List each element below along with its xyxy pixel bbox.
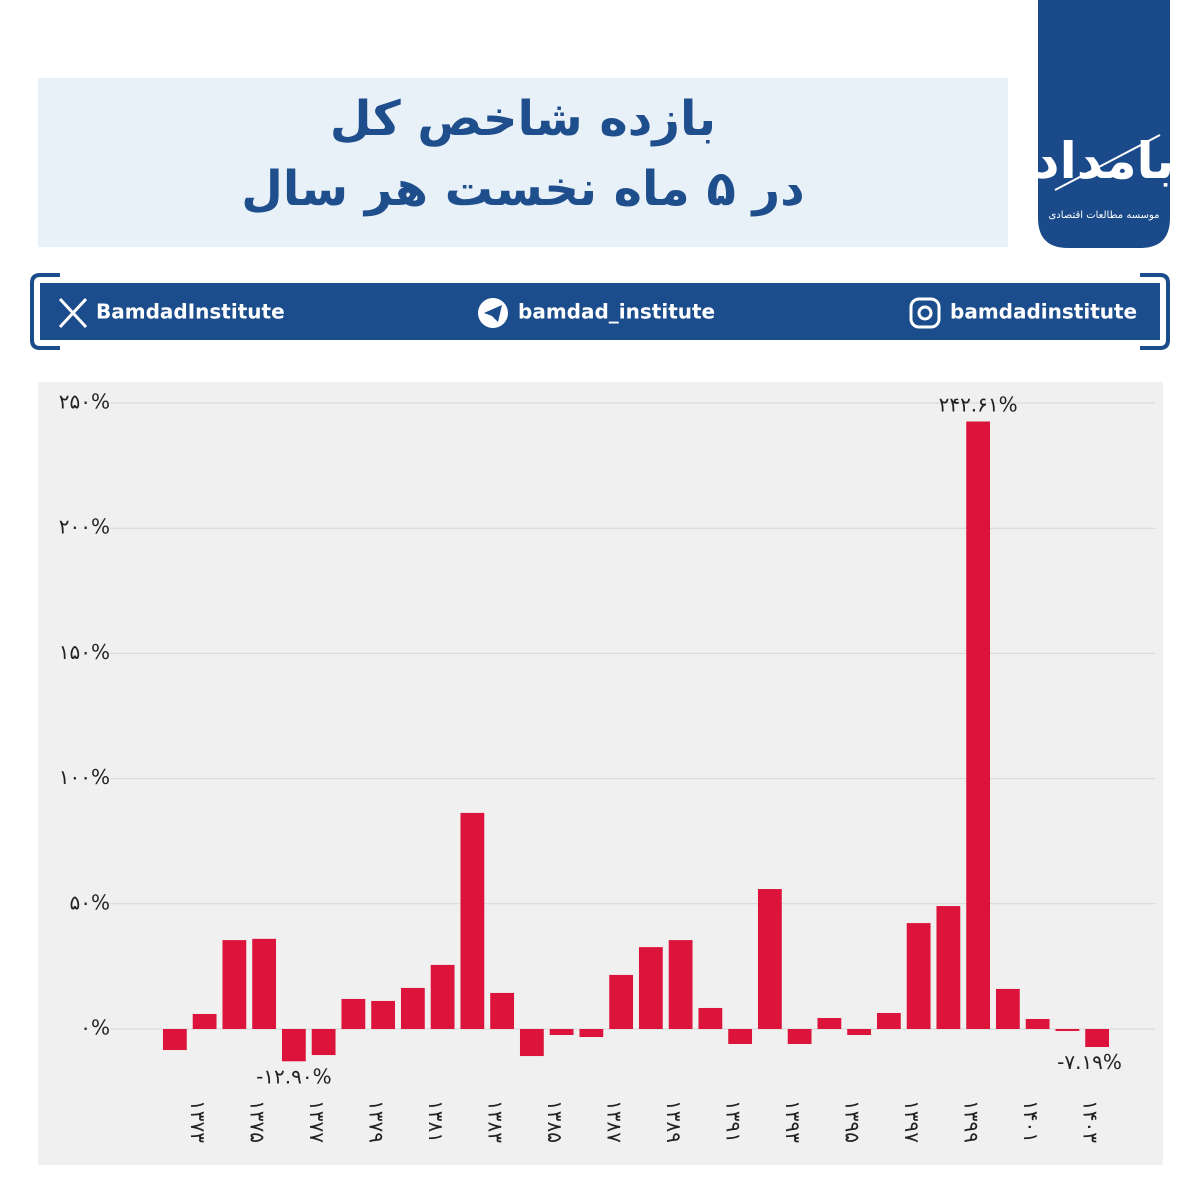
x-tick-label: ۱۳۸۷ <box>603 1100 627 1143</box>
bar <box>906 923 931 1029</box>
bar <box>371 1000 396 1029</box>
bar <box>162 1029 187 1051</box>
title-line: در ۵ ماه نخست هر سال <box>241 161 805 217</box>
bar <box>638 947 663 1029</box>
x-tick-label: ۱۳۹۹ <box>960 1100 984 1143</box>
social-handle: BamdadInstitute <box>96 300 285 324</box>
x-icon <box>58 297 88 329</box>
logo-arrow <box>1054 134 1161 191</box>
value-label: -۷.۱۹% <box>1057 1050 1122 1074</box>
logo-name: بامداد <box>1034 132 1174 190</box>
x-tick-label: ۱۴۰۱ <box>1019 1100 1043 1143</box>
bar <box>668 940 693 1029</box>
x-tick-label: ۱۴۰۳ <box>1079 1100 1103 1143</box>
x-tick-label: ۱۳۷۵ <box>246 1100 270 1143</box>
value-label: -۱۲.۹۰% <box>256 1064 332 1088</box>
bar <box>1055 1029 1080 1032</box>
title-box <box>38 78 1008 247</box>
bar <box>966 421 991 1030</box>
x-tick-label: ۱۳۸۳ <box>484 1100 508 1143</box>
bar <box>1025 1018 1050 1029</box>
logo-subtitle: موسسه مطالعات اقتصادی <box>1048 210 1159 221</box>
bar <box>847 1029 872 1036</box>
x-tick-label: ۱۳۷۹ <box>365 1100 389 1143</box>
y-tick-label: ۲۰۰% <box>59 515 110 539</box>
social-handle: bamdad_institute <box>518 300 715 324</box>
y-tick-label: ۲۵۰% <box>59 390 110 414</box>
title-line: بازده شاخص کل <box>330 91 716 147</box>
bar <box>817 1017 842 1029</box>
social-bar <box>40 283 1160 340</box>
social-handle: bamdadinstitute <box>950 300 1137 324</box>
bar <box>936 906 961 1029</box>
x-tick-label: ۱۳۸۹ <box>662 1100 686 1143</box>
bar <box>252 938 277 1029</box>
bar <box>192 1013 217 1029</box>
x-tick-label: ۱۳۸۵ <box>543 1100 567 1143</box>
bar <box>757 889 782 1029</box>
logo-box <box>1038 0 1170 248</box>
bar <box>698 1007 723 1029</box>
x-tick-label: ۱۳۷۳ <box>186 1100 210 1143</box>
bar <box>400 987 425 1029</box>
bar <box>460 812 485 1029</box>
y-tick-label: ۰% <box>80 1016 110 1040</box>
bar <box>995 988 1020 1029</box>
bar <box>490 992 515 1029</box>
bar <box>519 1029 544 1057</box>
bar <box>549 1029 574 1036</box>
y-tick-label: ۱۰۰% <box>59 765 110 789</box>
bar <box>311 1029 336 1056</box>
bar <box>1085 1029 1110 1048</box>
bar <box>728 1029 753 1045</box>
x-tick-label: ۱۳۹۵ <box>841 1100 865 1143</box>
plot: ۰% ۵۰% ۱۰۰% ۱۵۰% ۲۰۰% ۲۵۰% ۱۳۷۳ ۱۳۷۵ -۱۲.۹۰% ۱۳۷۷… <box>59 390 1155 1143</box>
bar <box>341 998 366 1029</box>
value-label: ۲۴۲.۶۱% <box>939 393 1018 417</box>
bar <box>609 974 634 1029</box>
x-tick-label: ۱۳۹۱ <box>722 1100 746 1143</box>
bar <box>281 1029 306 1062</box>
bar <box>876 1012 901 1029</box>
instagram-lens <box>917 305 933 321</box>
bar <box>787 1029 812 1045</box>
bar <box>430 964 455 1029</box>
bar <box>222 940 247 1029</box>
x-tick-label: ۱۳۹۳ <box>781 1100 805 1143</box>
social-bracket <box>30 273 1170 350</box>
y-tick-label: ۵۰% <box>70 890 111 914</box>
bar <box>579 1029 604 1038</box>
y-tick-label: ۱۵۰% <box>59 640 110 664</box>
x-tick-label: ۱۳۷۷ <box>305 1100 329 1143</box>
instagram-icon <box>909 297 941 329</box>
x-tick-label: ۱۳۸۱ <box>424 1100 448 1143</box>
plot-background <box>38 382 1163 1165</box>
telegram-plane <box>484 305 502 322</box>
x-tick-label: ۱۳۹۷ <box>900 1100 924 1143</box>
